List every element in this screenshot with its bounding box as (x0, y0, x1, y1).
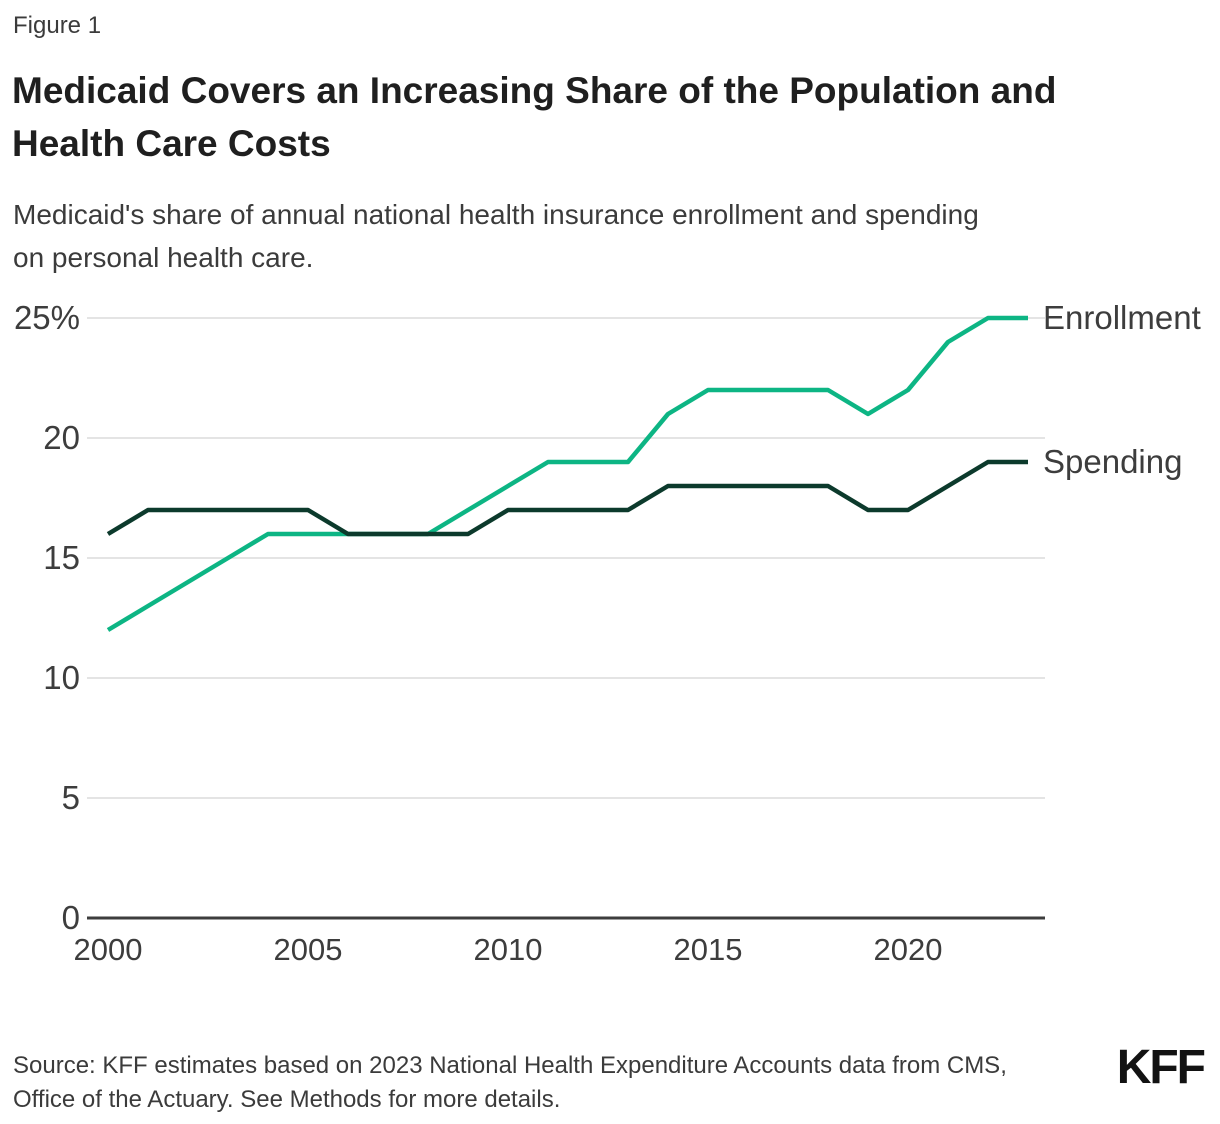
figure-title-line-2: Health Care Costs (12, 123, 331, 164)
figure-title: Medicaid Covers an Increasing Share of t… (12, 64, 1056, 170)
figure-title-line-1: Medicaid Covers an Increasing Share of t… (12, 70, 1057, 111)
source-note-line-1: Source: KFF estimates based on 2023 Nati… (13, 1052, 1007, 1079)
kff-logo: KFF (1116, 1041, 1206, 1094)
series-label-enrollment: Enrollment (1043, 299, 1201, 336)
x-tick-label: 2000 (73, 932, 143, 967)
x-tick-label: 2015 (673, 932, 743, 967)
x-tick-label: 2010 (473, 932, 543, 967)
figure-label: Figure 1 (13, 12, 102, 39)
source-note-line-2: Office of the Actuary. See Methods for m… (13, 1086, 561, 1113)
y-tick-label: 15 (43, 539, 80, 576)
source-note: Source: KFF estimates based on 2023 Nati… (13, 1049, 1007, 1117)
x-tick-label: 2005 (273, 932, 343, 967)
y-tick-label: 25% (13, 299, 80, 336)
y-tick-label: 20 (43, 419, 80, 456)
figure-subtitle: Medicaid's share of annual national heal… (13, 193, 979, 279)
x-tick-label: 2020 (873, 932, 943, 967)
y-tick-label: 0 (61, 899, 80, 936)
y-tick-label: 5 (61, 779, 80, 816)
series-label-spending: Spending (1043, 443, 1183, 480)
y-tick-label: 10 (43, 659, 80, 696)
spending-line (106, 459, 1028, 537)
figure-subtitle-line-1: Medicaid's share of annual national heal… (13, 199, 979, 230)
figure-subtitle-line-2: on personal health care. (13, 242, 314, 273)
enrollment-line (106, 315, 1028, 632)
